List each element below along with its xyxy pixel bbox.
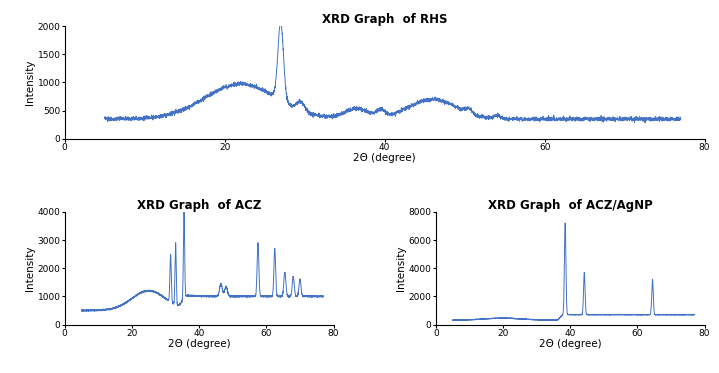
Title: XRD Graph  of ACZ: XRD Graph of ACZ bbox=[137, 199, 261, 212]
X-axis label: 2Θ (degree): 2Θ (degree) bbox=[539, 339, 602, 349]
Y-axis label: Intensity: Intensity bbox=[24, 60, 35, 105]
Y-axis label: Intensity: Intensity bbox=[24, 245, 35, 291]
X-axis label: 2Θ (degree): 2Θ (degree) bbox=[353, 153, 416, 163]
Title: XRD Graph  of RHS: XRD Graph of RHS bbox=[322, 13, 447, 26]
X-axis label: 2Θ (degree): 2Θ (degree) bbox=[168, 339, 231, 349]
Title: XRD Graph  of ACZ/AgNP: XRD Graph of ACZ/AgNP bbox=[487, 199, 653, 212]
Y-axis label: Intensity: Intensity bbox=[395, 245, 406, 291]
